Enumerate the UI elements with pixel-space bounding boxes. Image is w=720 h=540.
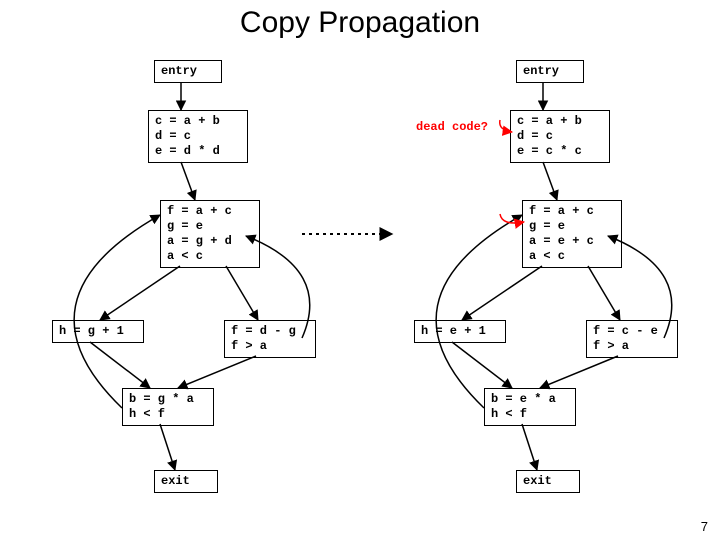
left-bR: f = d - g f > a <box>224 320 316 358</box>
right-b1: c = a + b d = c e = c * c <box>510 110 610 163</box>
right-exit: exit <box>516 470 580 493</box>
left-entry: entry <box>154 60 222 83</box>
left-exit: exit <box>154 470 218 493</box>
left-bL: h = g + 1 <box>52 320 144 343</box>
left-b2: f = a + c g = e a = g + d a < c <box>160 200 260 268</box>
slide-title: Copy Propagation <box>0 6 720 40</box>
dead-code-annotation: dead code? <box>416 120 488 134</box>
right-bL: h = e + 1 <box>414 320 506 343</box>
right-bM: b = e * a h < f <box>484 388 576 426</box>
right-b2: f = a + c g = e a = e + c a < c <box>522 200 622 268</box>
left-bM: b = g * a h < f <box>122 388 214 426</box>
right-bR: f = c - e f > a <box>586 320 678 358</box>
right-entry: entry <box>516 60 584 83</box>
left-b1: c = a + b d = c e = d * d <box>148 110 248 163</box>
slide-number: 7 <box>701 519 708 534</box>
edges-layer <box>0 0 720 540</box>
